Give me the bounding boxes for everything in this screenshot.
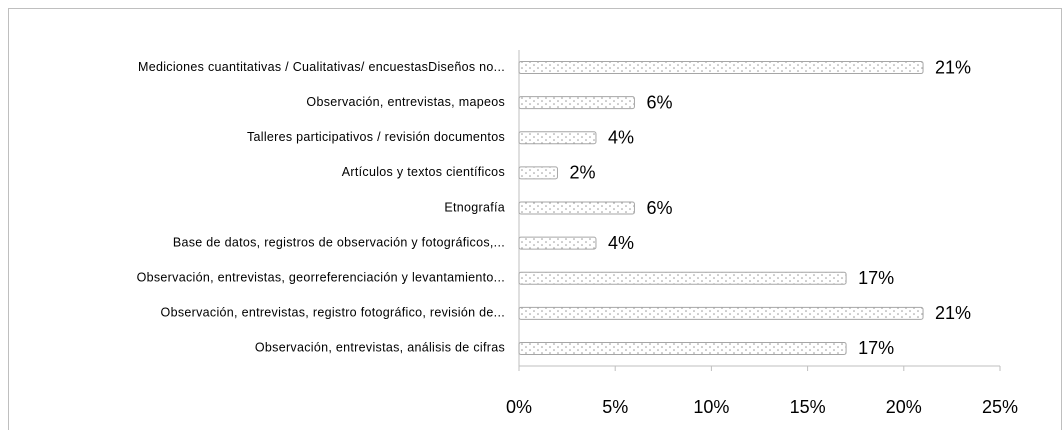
- y-tick-label: Mediciones cuantitativas / Cualitativas/…: [138, 60, 505, 74]
- value-label: 4%: [608, 128, 634, 148]
- bar: [518, 166, 558, 180]
- y-tick-label: Observación, entrevistas, análisis de ci…: [255, 341, 505, 355]
- value-label: 17%: [858, 268, 894, 288]
- value-label: 6%: [646, 92, 672, 112]
- value-label: 21%: [935, 57, 971, 77]
- x-tick-label: 15%: [790, 397, 826, 417]
- x-tick-label: 5%: [602, 397, 628, 417]
- frame: [8, 8, 1062, 430]
- bar: [518, 201, 635, 215]
- bar: [518, 306, 924, 320]
- y-tick-label: Talleres participativos / revisión docum…: [247, 130, 505, 144]
- value-label: 21%: [935, 303, 971, 323]
- x-tick-label: 0%: [506, 397, 532, 417]
- value-label: 2%: [569, 163, 595, 183]
- bar: [518, 271, 847, 285]
- y-tick-label: Observación, entrevistas, registro fotog…: [161, 306, 505, 320]
- bar: [518, 236, 597, 250]
- value-label: 17%: [858, 338, 894, 358]
- value-label: 6%: [646, 198, 672, 218]
- y-tick-label: Base de datos, registros de observación …: [173, 235, 505, 249]
- y-tick-label: Observación, entrevistas, georreferencia…: [137, 271, 505, 285]
- x-tick-label: 20%: [886, 397, 922, 417]
- bar: [518, 96, 635, 110]
- bar: [518, 341, 847, 355]
- x-tick-label: 25%: [982, 397, 1018, 417]
- bar: [518, 61, 924, 75]
- y-tick-label: Observación, entrevistas, mapeos: [306, 95, 505, 109]
- value-label: 4%: [608, 233, 634, 253]
- x-tick-label: 10%: [693, 397, 729, 417]
- y-tick-label: Artículos y textos científicos: [342, 165, 505, 179]
- y-tick-label: Etnografía: [444, 200, 505, 214]
- bar: [518, 131, 597, 145]
